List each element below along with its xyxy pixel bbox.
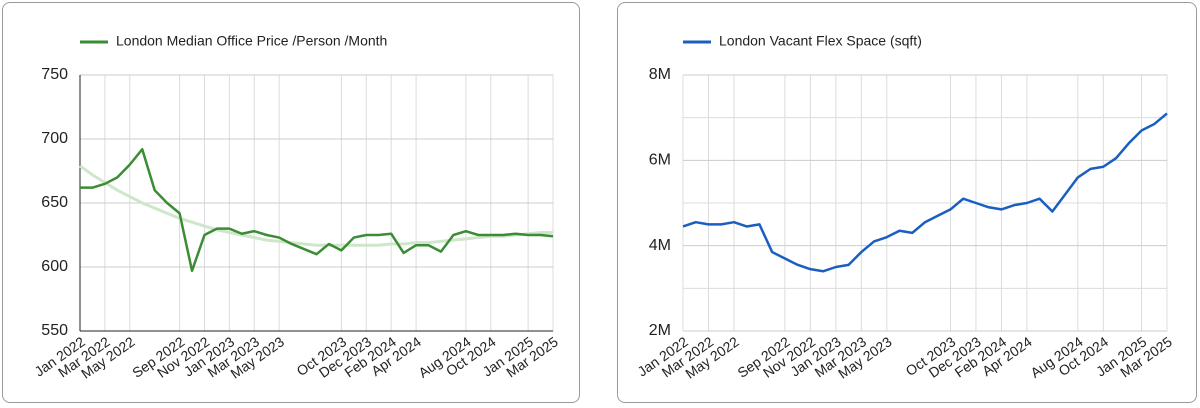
y-tick-label: 650 — [41, 194, 68, 211]
data-line — [682, 112, 1168, 273]
legend-label: London Median Office Price /Person /Mont… — [116, 33, 387, 49]
y-tick-label: 4M — [649, 237, 671, 254]
legend-label: London Vacant Flex Space (sqft) — [719, 33, 922, 49]
y-tick-label: 8M — [649, 66, 671, 83]
y-tick-label: 700 — [41, 130, 68, 147]
y-tick-label: 6M — [649, 152, 671, 169]
y-tick-label: 600 — [41, 258, 68, 275]
data-line — [80, 147, 554, 273]
y-tick-label: 750 — [41, 66, 68, 83]
trend-line — [79, 164, 553, 247]
y-tick-label: 550 — [41, 322, 68, 339]
y-tick-label: 2M — [649, 322, 671, 339]
